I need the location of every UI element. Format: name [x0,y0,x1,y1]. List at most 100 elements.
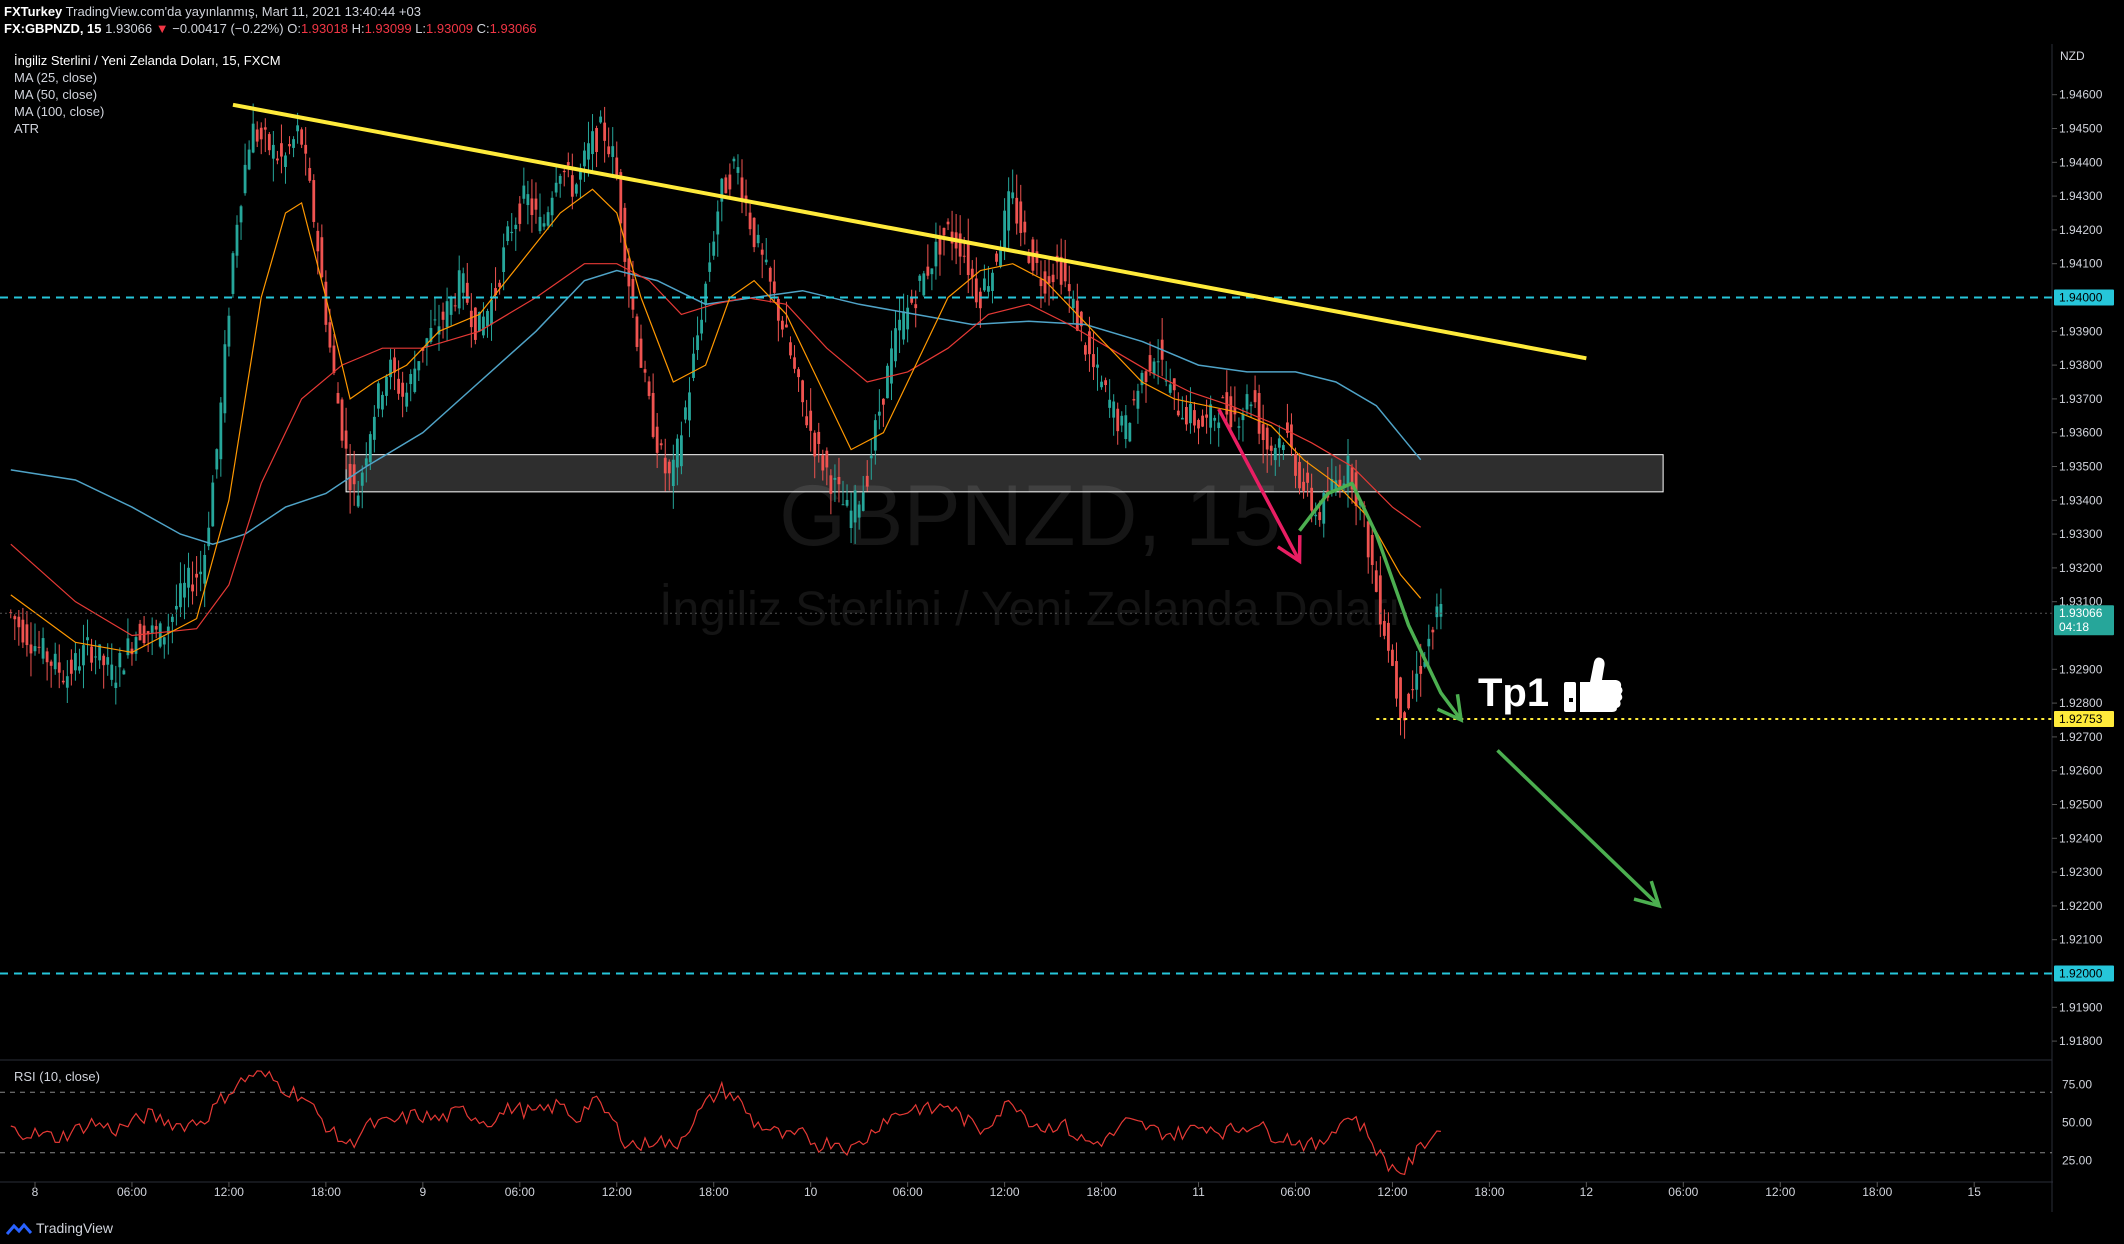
candle [538,193,542,234]
candle [805,399,809,429]
legend-atr[interactable]: ATR [14,121,40,136]
candle [583,142,586,182]
candle [138,619,142,641]
candle-body [130,648,134,655]
close-label: C: [476,21,490,36]
candle [154,619,158,639]
candle [1051,263,1055,301]
legend-ma25[interactable]: MA (25, close) [14,70,98,85]
candle [166,613,170,655]
candle [1431,626,1435,650]
legend-ma50[interactable]: MA (50, close) [14,87,98,102]
price-tick-label: 1.92300 [2059,865,2103,879]
candle-body [680,435,683,467]
legend-ma100[interactable]: MA (100, close) [14,104,105,119]
ma25-line[interactable] [10,188,1422,654]
candle-body [1148,355,1152,372]
candle-body [801,380,804,403]
candle [534,182,538,224]
tradingview-logo[interactable]: TradingView [5,1220,113,1236]
current-price-tag[interactable]: 1.93066 [2059,606,2103,620]
candle-body [320,237,324,278]
candle [764,238,768,266]
candle [130,642,134,666]
time-axis[interactable]: 8 06:00 12:00 18:00 9 06:00 12:00 18:00 10 06:00 1… [32,1182,1982,1199]
candle-body [603,122,607,141]
candle [574,182,578,197]
rsi-label[interactable]: RSI (10, close) [14,1069,100,1084]
legend-title[interactable]: İngiliz Sterlini / Yeni Zelanda Doları, … [14,53,281,68]
green-arrow[interactable] [1298,481,1463,722]
candle-body [162,637,166,645]
candle-body [340,399,344,441]
candle-body [510,231,514,234]
currency-label[interactable]: NZD [2060,49,2085,63]
candle-body [1273,447,1277,461]
candle-body [781,320,784,330]
ma100-line[interactable] [10,269,1422,545]
candle-body [1366,521,1370,558]
tp1-label[interactable]: Tp1 [1478,671,1549,715]
candle-body [728,174,732,190]
thumbs-up-icon [1564,657,1623,712]
candle [284,152,287,184]
candle-body [752,217,756,248]
candle [526,180,530,225]
candle-body [962,255,966,257]
candle-body [708,262,712,272]
candle-body [445,301,449,328]
candle-body [696,335,699,351]
candle [385,374,388,406]
candle-body [401,382,405,397]
price-tick-label: 1.92800 [2059,696,2103,710]
candle-body [918,275,922,281]
candle-body [1096,364,1099,368]
candle-body [1003,210,1006,248]
candle-body [296,125,299,132]
candle-body [179,583,182,608]
candle-body [704,283,708,304]
rsi-line[interactable] [10,1070,1441,1176]
candle [1427,624,1431,667]
trendline[interactable] [232,102,1587,361]
candle-body [534,198,538,210]
resistance-zone-rectangle[interactable] [345,454,1664,493]
author[interactable]: FXTurkey [4,4,63,19]
price-tick-label: 1.93700 [2059,392,2103,406]
candle [1075,283,1079,332]
candle [1415,650,1419,702]
price-axis[interactable]: NZD 1.94600 1.94500 1.94400 1.94300 1.94200 1.… [2052,44,2124,1212]
candle-body [453,305,457,307]
level-price-tag[interactable]: 1.92000 [2059,967,2103,981]
candle-body [1290,424,1293,448]
candle [203,543,207,608]
candle-body [611,146,615,157]
publish-line: FXTurkey TradingView.com'da yayınlanmış,… [4,4,421,19]
candle-body [98,644,102,661]
candle [558,173,562,198]
green-arrow[interactable] [1496,749,1661,908]
candle-body [821,455,825,471]
pink-arrow[interactable] [1217,408,1302,562]
candle-body [308,168,312,181]
time-tick-label: 18:00 [311,1185,341,1199]
candle [659,439,663,450]
tp1-price-tag[interactable]: 1.92753 [2059,712,2103,726]
candle-body [542,223,546,227]
symbol[interactable]: FX:GBPNZD, 15 [4,21,102,36]
drawings[interactable] [0,102,2052,975]
candle [457,255,461,315]
candle-body [465,282,469,303]
candle-body [118,652,122,668]
candle-body [397,378,400,394]
level-price-tag[interactable]: 1.94000 [2059,291,2103,305]
price-tick-label: 1.92700 [2059,730,2103,744]
candle [1221,395,1225,399]
candle-body [1051,274,1055,283]
candle [1096,347,1099,391]
candle-body [902,311,905,340]
candle [857,500,861,530]
candle-body [607,146,611,155]
candle-body [421,347,425,351]
